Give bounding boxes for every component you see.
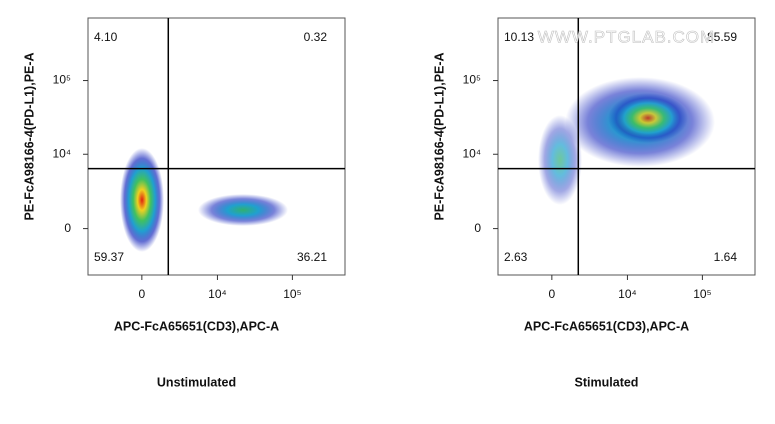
density-cloud	[120, 77, 715, 252]
x-tick-label: 10⁴	[208, 287, 227, 301]
y-tick-label: 0	[474, 221, 481, 235]
quadrant-label: 59.37	[94, 250, 124, 264]
y-tick-label: 10⁴	[462, 146, 481, 160]
quadrant-label: 4.10	[94, 30, 118, 44]
quadrant-label: 1.64	[714, 250, 738, 264]
quadrant-label: 2.63	[504, 250, 528, 264]
watermark: WWW.PTGLAB.COM	[538, 27, 715, 46]
quadrant-label: 10.13	[504, 30, 534, 44]
plot-frame	[87, 17, 346, 276]
x-axis-label: APC-FcA65651(CD3),APC-A	[114, 319, 279, 333]
quadrant-label: 0.32	[304, 30, 328, 44]
quadrant-label: 85.59	[707, 30, 737, 44]
y-tick-label: 10⁵	[53, 73, 71, 87]
plot-frame	[497, 17, 756, 276]
x-tick-label: 10⁵	[283, 287, 301, 301]
y-tick-label: 10⁴	[52, 146, 71, 160]
x-tick-label: 10⁴	[618, 287, 637, 301]
y-tick-label: 10⁵	[463, 73, 481, 87]
x-tick-label: 0	[139, 287, 146, 301]
y-tick-label: 0	[64, 221, 71, 235]
x-tick-label: 10⁵	[693, 287, 711, 301]
x-axis-label: APC-FcA65651(CD3),APC-A	[524, 319, 689, 333]
y-axis-label: PE-FcA98166-4(PD-L1),PE-A	[22, 52, 36, 220]
quadrant-label: 36.21	[297, 250, 327, 264]
x-tick-label: 0	[549, 287, 556, 301]
panel-title: Unstimulated	[157, 375, 236, 389]
y-axis-label: PE-FcA98166-4(PD-L1),PE-A	[432, 52, 446, 220]
panel-title: Stimulated	[575, 375, 639, 389]
